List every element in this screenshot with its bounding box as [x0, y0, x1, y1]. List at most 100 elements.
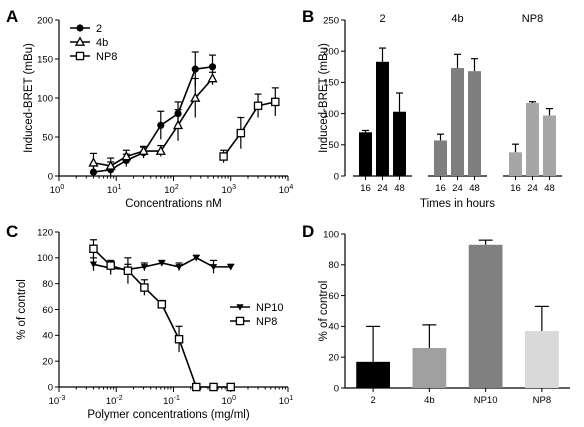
group-label: NP8: [522, 13, 543, 25]
data-point: [89, 261, 98, 268]
y-axis-title: % of control: [16, 279, 28, 340]
legend-label: 4b: [96, 37, 108, 49]
x-tick-label: 10-1: [163, 395, 180, 407]
panel-b-y-tick-label: 0: [334, 171, 339, 182]
error-bar: [478, 239, 493, 245]
data-point: [209, 264, 218, 271]
x-tick-label: 4b: [424, 395, 435, 406]
bar: [525, 331, 559, 388]
data-point: [190, 92, 201, 102]
legend-label: NP8: [96, 51, 117, 63]
bar: [468, 244, 503, 388]
error-bar: [471, 58, 478, 72]
error-bar: [422, 324, 437, 348]
data-point: [226, 382, 235, 392]
x-axis-title: Times in hours: [420, 198, 495, 210]
data-point: [219, 152, 228, 161]
panel-c-y-tick-label: 100: [37, 253, 53, 264]
panel-a-y-tick-label: 200: [37, 15, 53, 26]
panel-c-y-tick-label: 20: [42, 356, 53, 367]
legend-marker: [74, 36, 86, 46]
panel-d-y-tick-label: 0: [334, 383, 339, 394]
error-bar: [437, 133, 444, 141]
x-tick-label: 100: [222, 395, 237, 407]
group-label: 4b: [451, 13, 463, 25]
x-tick-label: 24: [377, 183, 388, 194]
bar: [468, 71, 481, 176]
bar: [526, 102, 539, 176]
bar-2: 2: [356, 325, 390, 406]
x-tick-label: 10-2: [106, 395, 123, 407]
error-bar: [454, 53, 461, 69]
series-4b: [88, 71, 218, 174]
panel-c-y-tick-label: 0: [48, 382, 53, 393]
y-axis-title: Induced-BRET (mBu): [23, 43, 35, 153]
panel-c-y-tick-label: 60: [42, 305, 53, 316]
error-bar: [546, 108, 553, 116]
panel-b-y-tick-label: 50: [328, 140, 339, 151]
legend-marker: [75, 51, 85, 61]
x-tick-label: 101: [279, 395, 294, 407]
legend-label: NP10: [256, 302, 284, 314]
data-point: [138, 145, 149, 155]
x-tick-label: 16: [360, 183, 371, 194]
panel-d-y-tick-label: 100: [323, 229, 339, 240]
x-tick-label: 103: [222, 184, 237, 196]
data-point: [174, 334, 184, 344]
panel-letter: C: [6, 222, 18, 241]
bar: [434, 140, 447, 176]
data-point: [192, 382, 201, 392]
legend-label: NP8: [256, 316, 277, 328]
panel-a-y-tick-label: 100: [37, 93, 53, 104]
bar-np8: NP8: [525, 305, 559, 406]
data-point: [191, 65, 199, 73]
series-2: [89, 51, 217, 176]
bar: [509, 152, 522, 176]
panel-c: C 0 20 40 60 80 100 120 10-3 10-2 10-1 100 101 Polyme…: [6, 222, 293, 421]
data-point: [88, 157, 99, 167]
panel-a-y-tick-label: 0: [48, 171, 53, 182]
panel-a: A 0 50 100 150 200 100 101 102 103 104 Concentratio…: [6, 7, 293, 210]
legend-marker: [236, 304, 244, 311]
data-point: [253, 101, 263, 111]
x-tick-label: NP8: [533, 395, 551, 406]
panel-c-y-tick-label: 80: [42, 279, 53, 290]
bar: [376, 61, 389, 176]
bar: [451, 68, 464, 176]
data-point: [209, 382, 218, 392]
data-point: [155, 145, 166, 155]
y-axis-title: % of control: [318, 281, 330, 342]
error-bar: [512, 143, 519, 153]
data-point: [192, 255, 200, 262]
bar: [543, 115, 556, 176]
data-point: [158, 260, 166, 267]
panel-d: D 0 20 40 60 80 100 2 4b NP10 NP8 % of control: [302, 222, 570, 406]
data-point: [175, 264, 183, 271]
x-tick-label: 2: [370, 395, 375, 406]
series-line: [93, 66, 213, 173]
panel-b: B 0 50 100 150 200 250 2 16 24 48 4b 16 24 48 NP8 16 24 48…: [302, 7, 562, 210]
panel-d-y-tick-label: 80: [328, 260, 339, 271]
bar: [359, 132, 372, 176]
data-point: [121, 150, 132, 161]
legend-label: 2: [96, 23, 102, 35]
bar-group-2: 2 16 24 48: [353, 13, 412, 194]
x-tick-label: 102: [164, 184, 179, 196]
data-point: [106, 261, 115, 270]
panel-a-y-tick-label: 50: [42, 132, 53, 143]
data-point: [207, 72, 218, 83]
series-line: [222, 101, 276, 157]
data-point: [157, 121, 165, 129]
error-bar: [396, 92, 403, 112]
panel-b-y-tick-label: 100: [323, 109, 339, 120]
panel-b-y-tick-label: 200: [323, 47, 339, 58]
panel-a-y-tick-label: 150: [37, 54, 53, 65]
y-axis-title: Induced-BRET (mBu): [318, 43, 330, 153]
error-bar: [366, 325, 381, 362]
data-point: [140, 264, 148, 271]
data-point: [172, 119, 184, 130]
x-tick-label: 10-3: [49, 395, 66, 407]
error-bar: [362, 129, 369, 133]
panel-letter: D: [302, 222, 314, 241]
